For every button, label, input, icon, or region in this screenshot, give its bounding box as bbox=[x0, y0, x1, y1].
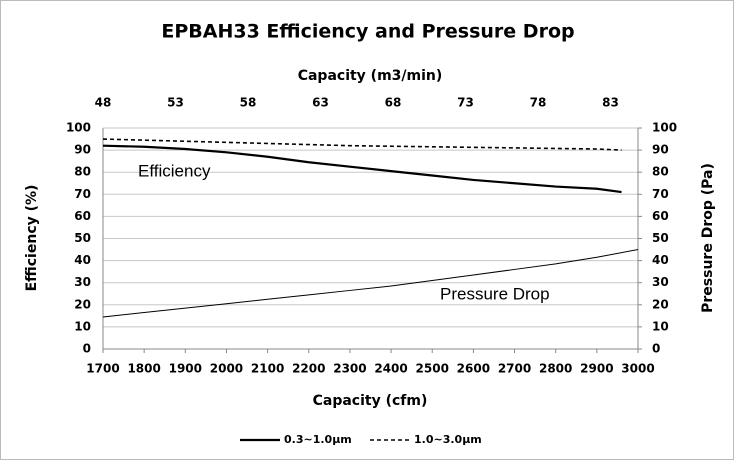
y-tick-label: 20 bbox=[74, 297, 91, 311]
x2-tick-label: 63 bbox=[312, 96, 329, 110]
x-axis-title: Capacity (cfm) bbox=[313, 393, 428, 409]
x-tick-label: 2400 bbox=[374, 362, 407, 376]
y-tick-label: 90 bbox=[74, 143, 91, 157]
y2-axis-title: Pressure Drop (Pa) bbox=[700, 163, 716, 313]
x2-axis-title: Capacity (m3/min) bbox=[298, 68, 443, 84]
x-tick-label: 1900 bbox=[169, 362, 202, 376]
annotation: Pressure Drop bbox=[440, 284, 550, 303]
x2-tick-label: 53 bbox=[167, 96, 184, 110]
x-tick-label: 2300 bbox=[333, 362, 366, 376]
x-tick-label: 2500 bbox=[416, 362, 449, 376]
y-tick-label: 40 bbox=[74, 253, 91, 267]
y-tick-label: 70 bbox=[74, 187, 91, 201]
y-tick-label: 30 bbox=[74, 275, 91, 289]
x-tick-label: 2700 bbox=[498, 362, 531, 376]
y-tick-label: 50 bbox=[74, 231, 91, 245]
y2-tick-label: 10 bbox=[652, 319, 669, 333]
legend-label: 1.0~3.0µm bbox=[414, 433, 482, 446]
series-line bbox=[102, 138, 622, 151]
y2-tick-label: 70 bbox=[652, 187, 669, 201]
x2-tick-label: 78 bbox=[530, 96, 547, 110]
chart-title: EPBAH33 Efficiency and Pressure Drop bbox=[161, 21, 574, 43]
y-tick-label: 0 bbox=[83, 342, 91, 356]
y-tick-label: 60 bbox=[74, 209, 91, 223]
x-tick-label: 1800 bbox=[127, 362, 160, 376]
y2-tick-label: 50 bbox=[652, 231, 669, 245]
legend-label: 0.3~1.0µm bbox=[284, 433, 352, 446]
y2-tick-label: 90 bbox=[652, 143, 669, 157]
y-tick-label: 80 bbox=[74, 165, 91, 179]
y-tick-label: 100 bbox=[66, 121, 91, 135]
y2-tick-label: 20 bbox=[652, 297, 669, 311]
y2-tick-label: 40 bbox=[652, 253, 669, 267]
x-tick-label: 2600 bbox=[457, 362, 490, 376]
x-tick-label: 2000 bbox=[210, 362, 243, 376]
x-tick-label: 1700 bbox=[86, 362, 119, 376]
x-tick-label: 2900 bbox=[580, 362, 613, 376]
y2-tick-label: 0 bbox=[652, 342, 660, 356]
x-tick-label: 2200 bbox=[292, 362, 325, 376]
y-axis-title: Efficiency (%) bbox=[24, 185, 40, 292]
y-tick-label: 10 bbox=[74, 319, 91, 333]
x2-tick-label: 73 bbox=[457, 96, 474, 110]
x2-tick-label: 48 bbox=[95, 96, 112, 110]
y2-tick-label: 60 bbox=[652, 209, 669, 223]
x2-tick-label: 68 bbox=[385, 96, 402, 110]
series-line bbox=[102, 249, 639, 318]
y2-tick-label: 100 bbox=[652, 121, 677, 135]
series-line bbox=[102, 144, 622, 194]
x2-tick-label: 83 bbox=[602, 96, 619, 110]
y2-tick-label: 30 bbox=[652, 275, 669, 289]
y2-tick-label: 80 bbox=[652, 165, 669, 179]
x-tick-label: 2800 bbox=[539, 362, 572, 376]
annotation: Efficiency bbox=[138, 161, 211, 180]
x-tick-label: 3000 bbox=[621, 362, 654, 376]
x-tick-label: 2100 bbox=[251, 362, 284, 376]
x2-tick-label: 58 bbox=[240, 96, 257, 110]
